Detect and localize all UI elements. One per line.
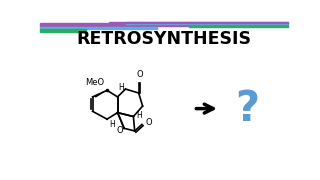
Text: H: H xyxy=(109,120,115,129)
Text: MeO: MeO xyxy=(85,78,104,87)
Bar xyxy=(125,22,288,24)
Text: H: H xyxy=(118,83,124,92)
Bar xyxy=(40,23,189,26)
Text: RETROSYNTHESIS: RETROSYNTHESIS xyxy=(76,30,252,48)
Text: H: H xyxy=(137,111,142,120)
Text: O: O xyxy=(136,70,143,79)
Bar xyxy=(109,22,288,23)
Text: ?: ? xyxy=(236,88,260,130)
Polygon shape xyxy=(94,90,107,98)
Bar xyxy=(189,24,288,27)
Bar xyxy=(40,29,86,32)
Text: O: O xyxy=(117,126,124,135)
Bar xyxy=(40,27,156,29)
Text: O: O xyxy=(146,118,152,127)
